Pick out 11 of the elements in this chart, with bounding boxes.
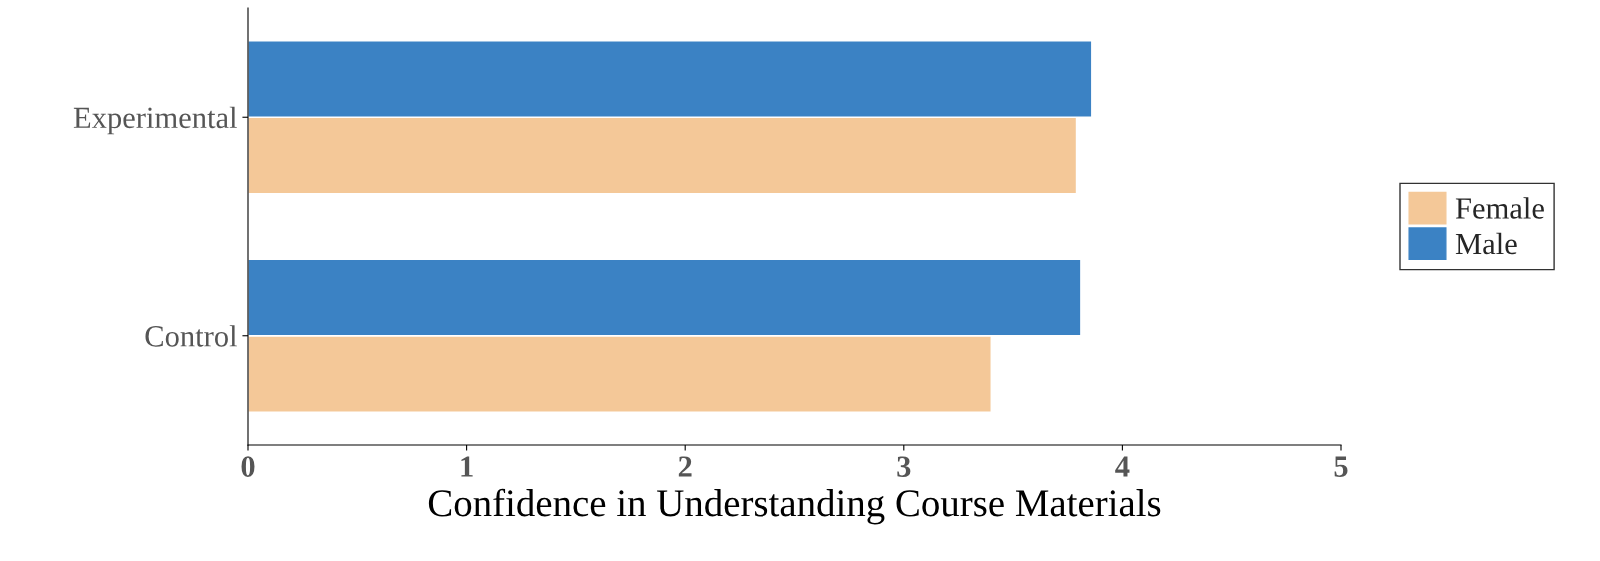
x-tick-label: 1 (461, 456, 473, 477)
x-tick-label: 2 (678, 456, 692, 477)
y-tick-label: Experimental (73, 106, 237, 135)
legend-label: Male (1455, 232, 1517, 255)
x-tick-label: 4 (1115, 456, 1130, 477)
x-tick-label: 0 (241, 456, 255, 477)
x-tick-label: 3 (897, 456, 911, 477)
x-axis-title: Confidence in Understanding Course Materials (428, 488, 1161, 525)
x-tick-label: 5 (1334, 456, 1348, 477)
legend-label: Female (1455, 197, 1544, 219)
y-tick-label: Control (145, 325, 237, 347)
